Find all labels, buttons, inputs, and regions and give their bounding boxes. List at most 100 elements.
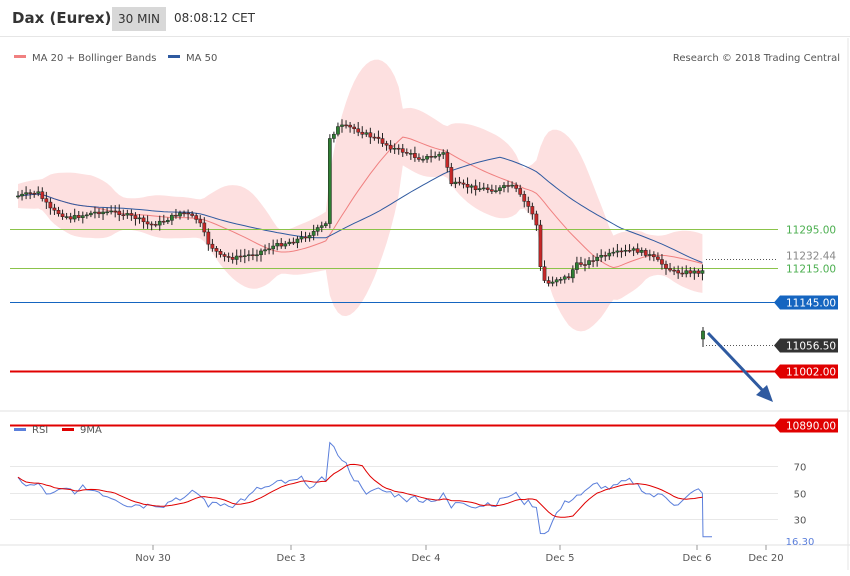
candle-body: [647, 254, 652, 256]
candle-body: [400, 148, 405, 153]
candle-body: [680, 272, 685, 275]
x-tick-label: Dec 6: [683, 553, 712, 564]
candle-body: [149, 223, 154, 226]
candle-body: [271, 245, 275, 250]
candle-body: [125, 213, 130, 216]
rsi-legend-label: RSI: [32, 425, 48, 436]
candle-body: [247, 254, 251, 256]
rsi-legend: RSI 9MA: [14, 425, 102, 436]
projection-arrow: [706, 331, 773, 402]
level-label-bg: [780, 338, 838, 353]
candle-body: [506, 185, 510, 187]
candle-body: [490, 189, 494, 192]
candle-body: [696, 270, 701, 274]
candle-body: [242, 255, 247, 257]
candle-body: [190, 213, 195, 216]
candle-body: [413, 153, 417, 158]
rsi-tick-label: 50: [794, 490, 807, 501]
timeframe-button[interactable]: 30 MIN: [112, 7, 166, 31]
candle-body: [166, 220, 170, 223]
candle-body: [368, 132, 373, 138]
candle-body: [664, 263, 668, 269]
candle-body: [619, 250, 624, 253]
candle-body: [579, 262, 583, 265]
level-label-bg: [780, 222, 838, 237]
candle-body: [417, 157, 421, 160]
candle-body: [380, 138, 385, 144]
candle-body: [299, 236, 304, 240]
candle-body: [481, 187, 486, 190]
candle-body: [603, 255, 608, 257]
candle-body: [558, 279, 563, 281]
candle-body: [599, 255, 604, 258]
candle-body: [332, 133, 336, 139]
candle-body: [24, 192, 28, 195]
candle-body: [639, 250, 644, 253]
candle-body: [388, 144, 393, 150]
candle-body: [344, 124, 348, 127]
candle-body: [688, 270, 693, 274]
candle-body: [153, 224, 158, 226]
ma9-legend-swatch: [62, 428, 74, 431]
rsi-tick-label: 30: [794, 516, 807, 527]
level-label: 11232.44: [786, 251, 836, 263]
candle-body: [161, 220, 166, 223]
candle-body: [372, 136, 377, 139]
candle-body: [404, 152, 409, 154]
candle-body: [36, 191, 41, 194]
candle-body: [28, 192, 32, 194]
candle-body: [550, 281, 555, 284]
candle-body: [437, 154, 442, 157]
candle-body: [340, 124, 344, 127]
candle-body: [425, 156, 429, 160]
price-levels: [10, 229, 778, 427]
candle-body: [643, 250, 648, 256]
candle-body: [72, 215, 77, 220]
candle-body: [202, 222, 207, 233]
candle-body: [676, 270, 680, 274]
candle-body: [145, 221, 150, 225]
candle-body: [263, 249, 267, 252]
candle-body: [68, 216, 73, 220]
level-label: 11145.00: [786, 298, 836, 310]
candle-body: [48, 201, 53, 209]
candle-body: [530, 206, 535, 215]
candle-body: [631, 248, 636, 251]
candle-body: [255, 254, 259, 257]
candle-body: [356, 128, 361, 133]
candle-body: [518, 188, 523, 195]
candle-body: [364, 132, 369, 135]
candle-body: [287, 241, 292, 245]
candle-body: [170, 214, 174, 221]
candle-body: [267, 248, 271, 251]
x-axis-ticks: Nov 30 Dec 3 Dec 4 Dec 5 Dec 6 Dec 20: [135, 545, 784, 564]
candle-body: [178, 212, 182, 217]
candle-body: [477, 188, 482, 191]
candle-body: [291, 241, 296, 244]
ma9-legend-label: 9MA: [80, 425, 102, 436]
candle-body: [52, 207, 57, 211]
candle-body: [575, 262, 579, 270]
candle-body: [137, 217, 142, 220]
credit-text: Research © 2018 Trading Central: [673, 53, 840, 64]
candle-body: [502, 185, 506, 188]
x-tick-label: Dec 20: [748, 553, 783, 564]
ma50-legend-swatch: [168, 55, 180, 58]
candle-body: [627, 250, 632, 252]
x-tick-label: Dec 3: [277, 553, 306, 564]
x-tick-label: Dec 5: [546, 553, 575, 564]
candle-body: [283, 243, 288, 247]
candle-body: [461, 182, 466, 185]
candle-body: [230, 257, 235, 260]
candle-body: [445, 152, 450, 168]
candle-body: [121, 214, 126, 217]
level-label-pointer: [774, 364, 780, 379]
candle-body: [251, 254, 255, 256]
candle-body: [453, 181, 458, 185]
rsi-ma9-line: [17, 463, 703, 518]
ma50-legend-label: MA 50: [186, 53, 217, 64]
candles: [16, 119, 705, 347]
candle-body: [222, 254, 227, 257]
candle-body: [534, 213, 539, 226]
